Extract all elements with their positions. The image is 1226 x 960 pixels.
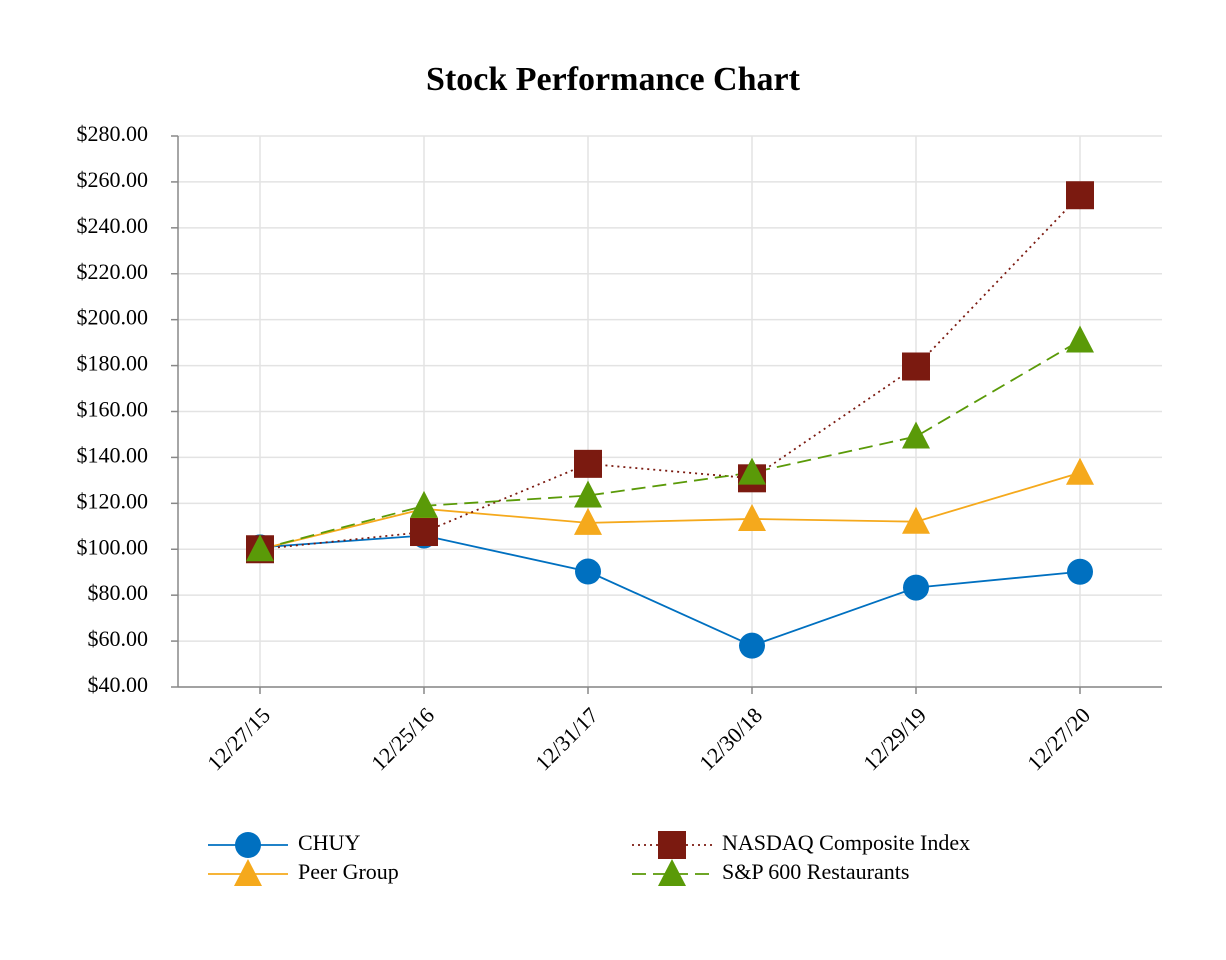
marker <box>902 352 930 381</box>
y-tick-label: $100.00 <box>77 534 149 559</box>
series-line <box>259 534 1081 647</box>
x-tick-label: 12/27/15 <box>202 702 275 775</box>
marker <box>574 507 602 535</box>
marker <box>738 503 766 531</box>
marker <box>410 518 438 547</box>
x-tick-label: 12/25/16 <box>366 702 439 775</box>
y-tick-label: $160.00 <box>77 397 149 422</box>
series-line <box>259 194 1081 551</box>
y-tick-label: $220.00 <box>77 259 149 284</box>
y-tick-label: $260.00 <box>77 167 149 192</box>
legend-label: S&P 600 Restaurants <box>722 859 909 884</box>
marker <box>1066 325 1094 353</box>
marker <box>903 574 929 601</box>
legend-marker <box>235 832 261 858</box>
marker <box>902 421 930 449</box>
marker <box>739 632 765 659</box>
y-tick-label: $120.00 <box>77 488 149 513</box>
y-tick-label: $80.00 <box>88 580 149 605</box>
marker <box>410 490 438 518</box>
series-line <box>259 471 1081 551</box>
marker <box>1067 558 1093 585</box>
chart-title: Stock Performance Chart <box>426 61 801 98</box>
x-tick-label: 12/31/17 <box>530 702 603 775</box>
y-tick-label: $280.00 <box>77 121 149 146</box>
y-tick-label: $200.00 <box>77 305 149 330</box>
marker <box>574 480 602 508</box>
y-tick-label: $240.00 <box>77 213 149 238</box>
legend-label: NASDAQ Composite Index <box>722 830 970 855</box>
y-tick-label: $40.00 <box>88 672 149 697</box>
legend-label: Peer Group <box>298 859 399 884</box>
x-tick-label: 12/27/20 <box>1022 702 1095 775</box>
legend-marker <box>658 859 686 886</box>
legend-label: CHUY <box>298 830 360 855</box>
marker <box>246 534 274 562</box>
marker <box>574 449 602 478</box>
marker <box>1066 181 1094 210</box>
y-tick-label: $140.00 <box>77 442 149 467</box>
y-tick-label: $60.00 <box>88 626 149 651</box>
marker <box>738 457 766 485</box>
x-tick-label: 12/30/18 <box>694 702 767 775</box>
series-line <box>259 339 1081 551</box>
marker <box>1066 457 1094 485</box>
legend-marker <box>234 859 262 886</box>
legend-marker <box>658 831 686 859</box>
x-tick-label: 12/29/19 <box>858 702 931 775</box>
y-tick-label: $180.00 <box>77 351 149 376</box>
marker <box>575 558 601 585</box>
marker <box>902 506 930 534</box>
